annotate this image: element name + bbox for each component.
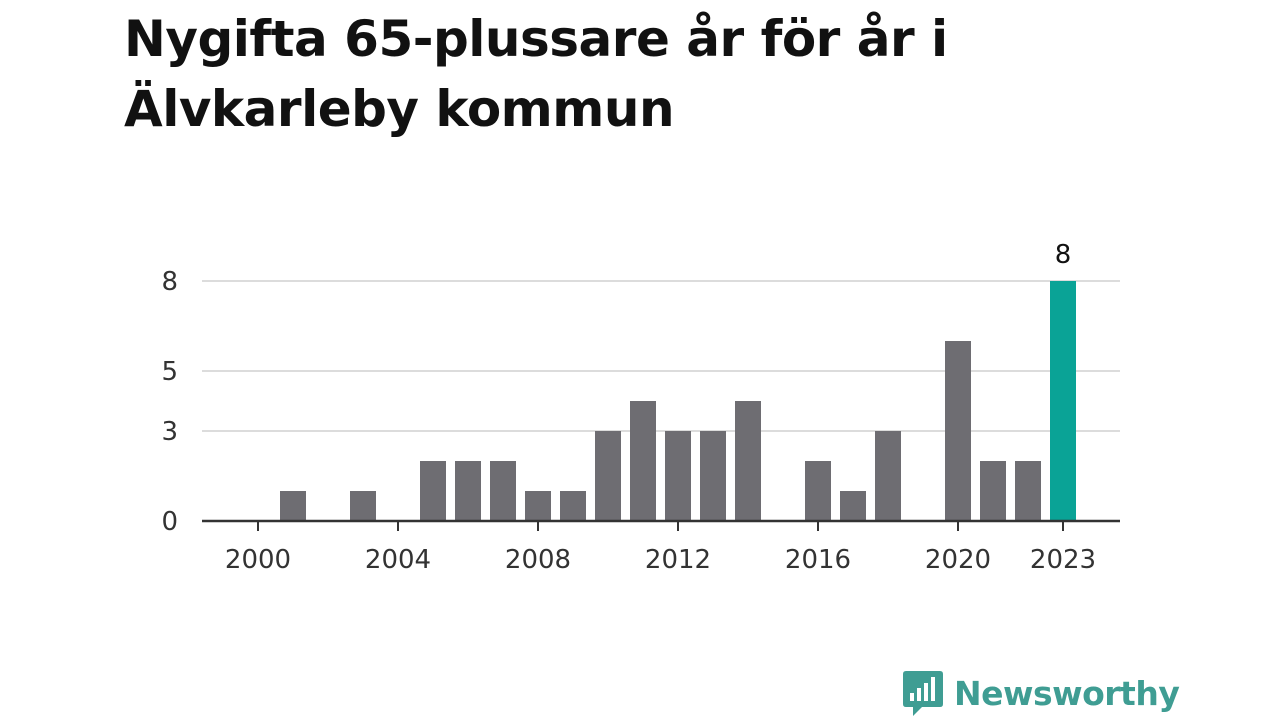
bar-2018 xyxy=(875,431,901,521)
y-axis-labels: 0 3 5 8 xyxy=(161,267,178,537)
bar-2013 xyxy=(700,431,726,521)
bars xyxy=(280,281,1076,521)
bar-2020 xyxy=(945,341,971,521)
bar-chart: 0 3 5 8 2000 2004 2008 2012 2016 2020 2023 8 xyxy=(161,240,1120,575)
bar-2006 xyxy=(455,461,481,521)
bar-2022 xyxy=(1015,461,1041,521)
y-tick-label-8: 8 xyxy=(161,267,178,297)
bar-2010 xyxy=(595,431,621,521)
bar-2008 xyxy=(525,491,551,521)
y-tick-label-5: 5 xyxy=(161,357,178,387)
x-tick-label-2020: 2020 xyxy=(925,545,991,575)
bar-2007 xyxy=(490,461,516,521)
data-label-2023: 8 xyxy=(1055,240,1072,270)
x-tick-label-2023: 2023 xyxy=(1030,545,1096,575)
grid-lines xyxy=(202,280,1120,432)
y-tick-label-0: 0 xyxy=(161,507,178,537)
x-tick-label-2004: 2004 xyxy=(365,545,431,575)
data-labels: 8 xyxy=(1055,240,1072,270)
bar-2021 xyxy=(980,461,1006,521)
x-tick-label-2008: 2008 xyxy=(505,545,571,575)
newsworthy-logo: Newsworthy xyxy=(902,668,1180,718)
chart-title: Nygifta 65-plussare år för år i Älvkarle… xyxy=(124,10,948,138)
x-axis xyxy=(202,519,1120,531)
bar-2017 xyxy=(840,491,866,521)
bar-2009 xyxy=(560,491,586,521)
bar-2003 xyxy=(350,491,376,521)
bar-2012 xyxy=(665,431,691,521)
bar-2011 xyxy=(630,401,656,521)
bar-2014 xyxy=(735,401,761,521)
y-tick-label-3: 3 xyxy=(161,417,178,447)
bar-2023 xyxy=(1050,281,1076,521)
x-tick-label-2000: 2000 xyxy=(225,545,291,575)
newsworthy-brand-name: Newsworthy xyxy=(954,673,1180,713)
newsworthy-logo-icon xyxy=(903,671,943,716)
bar-2016 xyxy=(805,461,831,521)
bar-2005 xyxy=(420,461,446,521)
x-axis-labels: 2000 2004 2008 2012 2016 2020 2023 xyxy=(225,545,1096,575)
x-tick-label-2016: 2016 xyxy=(785,545,851,575)
bar-2001 xyxy=(280,491,306,521)
x-tick-label-2012: 2012 xyxy=(645,545,711,575)
